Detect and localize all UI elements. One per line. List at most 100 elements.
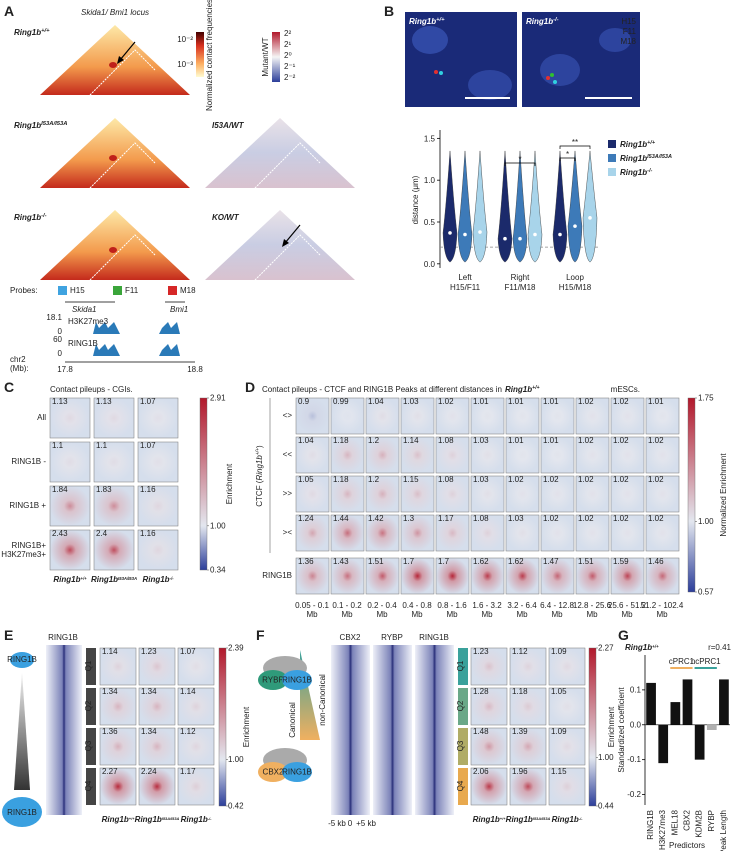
pileup-cell [99, 767, 137, 806]
pileup-cell [509, 767, 547, 806]
genotype-label: Ring1b+/+ [620, 140, 656, 149]
colorbar-tick-label: 1.00 [228, 755, 244, 764]
pileup-value: 1.02 [578, 475, 594, 484]
genotype-superscript: +/+ [500, 816, 506, 821]
pileup-value: 1.04 [368, 397, 384, 406]
tad-boundary [254, 142, 321, 189]
genotype-superscript: +/+ [436, 17, 445, 23]
gradient-wedge [14, 672, 30, 790]
pileup-cell [49, 529, 91, 571]
pileup-value: 1.34 [141, 687, 157, 696]
gene-name: Skida1 [72, 305, 96, 314]
bar [658, 724, 669, 764]
pileup-value: 1.03 [403, 397, 419, 406]
axis-end: 18.8 [187, 365, 203, 374]
tad-boundary [254, 234, 321, 281]
column-unit: Mb [586, 610, 598, 619]
axis-label: chr2 [10, 355, 26, 364]
genotype-label: Ring1b+/+ [14, 28, 50, 37]
x-tick-label: MEL18 [670, 809, 679, 835]
pileup-cell [137, 485, 179, 527]
pileup-cell [137, 441, 179, 483]
pileup-value: 1.02 [613, 475, 629, 484]
pileup-value: 1.03 [508, 514, 524, 523]
pileup-cell [177, 647, 215, 686]
pileup-cell [540, 514, 575, 552]
pileup-value: 1.28 [473, 687, 489, 696]
colorbar-title: Enrichment [225, 463, 234, 504]
pileup-value: 1.13 [96, 397, 112, 406]
pileup-cell [435, 514, 470, 552]
y-axis-label: distance (μm) [411, 175, 420, 224]
significance-bracket [559, 157, 576, 161]
diagram-label: RING1B [7, 808, 37, 817]
complex-subunit [282, 670, 312, 690]
panel-title-end: mESCs. [611, 385, 640, 394]
genotype-label: Ring1bI53A/I53A [91, 575, 137, 584]
pileup-cell [505, 436, 540, 474]
row-label: All [37, 413, 46, 422]
panel-label: F [256, 627, 265, 643]
quartile-label: Q3 [84, 740, 93, 751]
pileup-cell [49, 485, 91, 527]
tad-boundary [89, 142, 156, 189]
genotype-label: Ring1b+/+ [473, 815, 506, 824]
pileup-value: 1.02 [508, 475, 524, 484]
genotype-superscript: +/+ [532, 385, 540, 391]
quartile-bar [458, 648, 468, 685]
genotype-name: Ring1b [505, 385, 532, 394]
colorbar-tick-label: 2.39 [228, 644, 244, 653]
pileup-value: 1.16 [140, 529, 156, 538]
y-tick-label: -0.2 [627, 790, 641, 799]
contact-spot [109, 155, 117, 161]
pileup-cell [470, 687, 508, 726]
probe-name: F11 [623, 27, 637, 36]
heatmap-title: RING1B [48, 633, 78, 642]
pileup-value: 1.59 [613, 557, 629, 566]
x-axis-label: Predictors [669, 841, 705, 850]
genotype-superscript: +/+ [255, 448, 261, 455]
median-dot [463, 232, 467, 237]
genotype-label: Ring1b+/+ [102, 815, 135, 824]
pileup-value: 1.84 [52, 485, 68, 494]
track-max: 60 [53, 335, 62, 344]
pileup-cell [295, 436, 330, 474]
pileup-cell [435, 397, 470, 435]
bar [670, 702, 681, 725]
probe-spot [434, 70, 438, 74]
pileup-cell [400, 436, 435, 474]
pileup-value: 1.17 [180, 767, 196, 776]
genotype-name: Ring1b [142, 575, 169, 584]
hic-triangle [40, 25, 190, 95]
pileup-cell [177, 687, 215, 726]
pileup-value: 1.23 [473, 647, 489, 656]
probes-label: Probes: [10, 286, 38, 295]
pileup-value: 0.99 [333, 397, 349, 406]
pileup-value: 1.1 [52, 441, 64, 450]
contact-spot [109, 62, 117, 68]
pileup-value: 1.24 [298, 514, 314, 523]
pileup-cell [177, 727, 215, 766]
genotype-label: Ring1b+/+ [53, 575, 87, 584]
y-tick-label: 0.0 [424, 260, 436, 269]
y-tick-label: 0.5 [424, 218, 436, 227]
pileup-value: 1.12 [512, 647, 528, 656]
axis-label: (Mb): [10, 364, 29, 373]
pileup-value: 1.04 [298, 436, 314, 445]
contact-spot [109, 247, 117, 253]
genotype-superscript: -/- [579, 816, 583, 821]
category-label: Right [511, 273, 530, 282]
pileup-cell [548, 647, 586, 686]
pileup-cell [400, 397, 435, 435]
significance-label: * [566, 150, 569, 159]
genotype-name: Ring1b [14, 213, 41, 222]
category-label: H15/M18 [559, 283, 592, 292]
pileup-cell [470, 475, 505, 513]
quartile-label: Q2 [84, 700, 93, 711]
ratio-label: I53A/WT [212, 121, 245, 130]
column-unit: Mb [341, 610, 353, 619]
probe-spot [546, 76, 550, 80]
genotype-label: Ring1b+/+ [505, 385, 540, 394]
pileup-value: 2.06 [473, 767, 489, 776]
